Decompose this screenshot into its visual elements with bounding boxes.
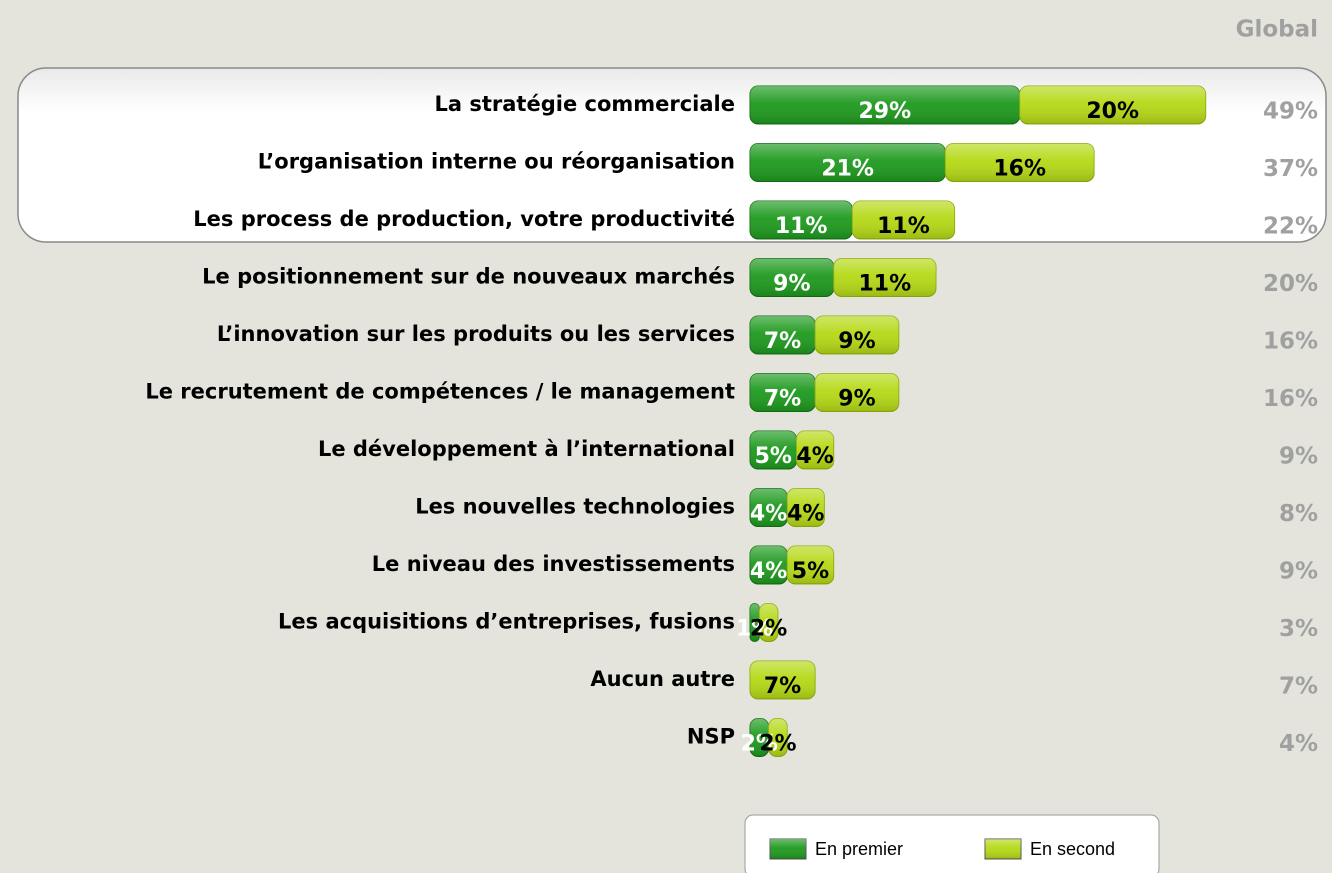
- bar-shine: [796, 431, 834, 469]
- value-label: 9%: [838, 387, 875, 412]
- bar-shine: [750, 86, 1020, 124]
- bar-shine: [750, 661, 816, 699]
- value-label: 20%: [1086, 99, 1139, 124]
- value-label: 2%: [750, 617, 787, 642]
- bar-shine: [815, 316, 899, 354]
- value-label: 11%: [859, 272, 912, 297]
- bar-shine: [945, 143, 1095, 182]
- legend-swatch-shine: [985, 839, 1021, 859]
- totals-header: Global: [1236, 17, 1318, 43]
- legend-box: [744, 814, 1160, 873]
- value-label: 21%: [821, 157, 874, 182]
- total-label: 3%: [1279, 616, 1318, 642]
- value-label: 7%: [764, 674, 801, 699]
- total-label: 7%: [1279, 674, 1318, 700]
- bar-shine: [852, 201, 955, 239]
- bar-shine: [750, 143, 946, 182]
- bar-shine: [833, 258, 936, 297]
- bar-shine: [750, 546, 788, 584]
- category-label: L’innovation sur les produits ou les ser…: [217, 322, 735, 346]
- bar-shine: [750, 718, 769, 757]
- bar-shine: [787, 488, 825, 527]
- bar-shine: [787, 546, 834, 584]
- value-label: 11%: [877, 214, 930, 239]
- bar-shine: [768, 718, 788, 757]
- category-label: Le recrutement de compétences / le manag…: [145, 380, 735, 404]
- value-label: 16%: [993, 157, 1046, 182]
- bar-shine: [750, 258, 834, 297]
- total-label: 8%: [1279, 501, 1318, 527]
- total-label: 16%: [1263, 329, 1318, 355]
- bar-shine: [759, 603, 778, 642]
- value-label: 11%: [775, 214, 828, 239]
- legend-label: En premier: [815, 839, 903, 859]
- value-label: 5%: [792, 559, 829, 584]
- value-label: 4%: [750, 559, 787, 584]
- bar-shine: [1019, 86, 1206, 124]
- bar-shine: [750, 316, 816, 354]
- value-label: 2%: [741, 732, 778, 757]
- category-label: L’organisation interne ou réorganisation: [258, 150, 735, 174]
- category-label: Le positionnement sur de nouveaux marché…: [202, 265, 735, 289]
- category-label: NSP: [687, 725, 735, 749]
- value-label: 9%: [838, 329, 875, 354]
- category-label: Le développement à l’international: [318, 437, 735, 461]
- category-label: La stratégie commerciale: [435, 92, 736, 116]
- legend-swatch-shine: [770, 839, 806, 859]
- value-label: 7%: [764, 387, 801, 412]
- bar-shine: [750, 431, 797, 469]
- value-label: 4%: [750, 502, 787, 527]
- total-label: 16%: [1263, 386, 1318, 412]
- total-label: 22%: [1263, 214, 1318, 240]
- bar-shine: [750, 603, 760, 642]
- total-label: 4%: [1279, 731, 1318, 757]
- total-label: 37%: [1263, 156, 1318, 182]
- category-label: Le niveau des investissements: [372, 552, 735, 576]
- total-label: 9%: [1279, 559, 1318, 585]
- bar-shine: [815, 373, 899, 412]
- value-label: 1%: [736, 617, 773, 642]
- bar-shine: [750, 201, 853, 239]
- bar-shine: [750, 373, 816, 412]
- value-label: 2%: [759, 732, 796, 757]
- total-label: 20%: [1263, 271, 1318, 297]
- value-label: 29%: [859, 99, 912, 124]
- category-label: Les process de production, votre product…: [193, 207, 735, 231]
- category-label: Aucun autre: [590, 667, 735, 691]
- total-label: 49%: [1263, 99, 1318, 125]
- category-label: Les nouvelles technologies: [415, 495, 735, 519]
- value-label: 5%: [755, 444, 792, 469]
- value-label: 9%: [773, 272, 810, 297]
- value-label: 4%: [787, 502, 824, 527]
- category-label: Les acquisitions d’entreprises, fusions: [278, 610, 735, 634]
- legend-label: En second: [1030, 839, 1115, 859]
- total-label: 9%: [1279, 444, 1318, 470]
- bar-shine: [750, 488, 788, 527]
- value-label: 7%: [764, 329, 801, 354]
- value-label: 4%: [796, 444, 833, 469]
